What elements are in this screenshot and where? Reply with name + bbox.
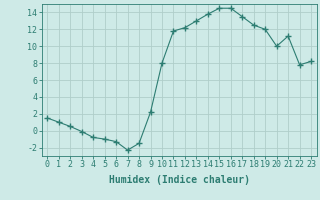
X-axis label: Humidex (Indice chaleur): Humidex (Indice chaleur) [109,175,250,185]
